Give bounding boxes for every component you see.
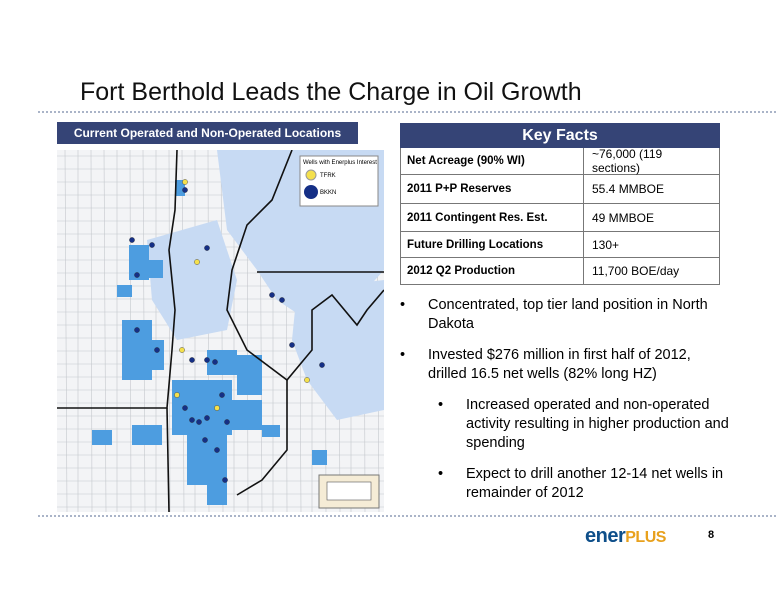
legend-symbol (304, 185, 318, 199)
well (204, 415, 210, 421)
well (289, 342, 295, 348)
table-cell: Future Drilling Locations (401, 232, 584, 257)
well (269, 292, 275, 298)
table-cell: 55.4 MMBOE (592, 182, 665, 196)
well (204, 245, 210, 251)
well (154, 347, 160, 353)
well (214, 405, 220, 411)
well (224, 419, 230, 425)
legend-item: TFRK (320, 173, 336, 179)
well (214, 447, 220, 453)
bullet: • Increased operated and non-operated act… (400, 396, 730, 453)
well (196, 419, 202, 425)
well (189, 417, 195, 423)
key-facts-table: Net Acreage (90% WI) ~76,000 (119 section… (400, 147, 720, 285)
bullet-marker: • (438, 466, 444, 482)
well (219, 392, 225, 398)
well (304, 377, 310, 383)
well (204, 357, 210, 363)
bullet: • Expect to drill another 12-14 net wells… (400, 465, 730, 503)
bullet-list: • Concentrated, top tier land position in… (400, 296, 730, 515)
wells (129, 179, 325, 483)
table-cell: 49 MMBOE (592, 210, 655, 225)
well (212, 359, 218, 365)
well (319, 362, 325, 368)
well (134, 272, 140, 278)
table-cell: ~76,000 (119 sections) (592, 147, 663, 175)
divider (38, 515, 776, 517)
well (182, 405, 188, 411)
well (179, 347, 185, 353)
bullet-text: Concentrated, top tier land position in … (428, 297, 708, 332)
bullet-marker: • (400, 297, 406, 313)
well (134, 327, 140, 333)
inset-state (326, 481, 372, 501)
bullet: • Invested $276 million in first half of … (400, 346, 730, 384)
well (222, 477, 228, 483)
well (189, 357, 195, 363)
grid-line (90, 150, 93, 512)
table-cell: 11,700 BOE/day (592, 264, 680, 278)
map: Wells with Enerplus Interest TFRK BKKN (57, 150, 384, 512)
table-row: Net Acreage (90% WI) ~76,000 (119 section… (400, 147, 720, 175)
table-cell: 2011 Contingent Res. Est. (401, 204, 584, 231)
acreage (92, 180, 327, 505)
well (202, 437, 208, 443)
slide-title: Fort Berthold Leads the Charge in Oil Gr… (80, 78, 582, 106)
well (182, 179, 188, 185)
well (279, 297, 285, 303)
grid-line (64, 150, 68, 512)
bullet-marker: • (400, 347, 406, 363)
divider (38, 111, 776, 113)
logo-text: ener (585, 525, 626, 547)
grid-line (103, 150, 107, 512)
logo: enerPLUS (585, 525, 666, 548)
well (174, 392, 180, 398)
legend-symbol (305, 169, 317, 181)
table-row: 2011 Contingent Res. Est. 49 MMBOE (400, 204, 720, 232)
table-cell: Net Acreage (90% WI) (401, 148, 584, 174)
legend-item: BKKN (320, 190, 336, 196)
well (149, 242, 155, 248)
page-number: 8 (708, 529, 715, 541)
bullet-text: Increased operated and non-operated acti… (466, 397, 729, 451)
legend-title: Wells with Enerplus Interest (303, 160, 377, 166)
bullet: • Concentrated, top tier land position in… (400, 296, 730, 334)
table-row: 2012 Q2 Production 11,700 BOE/day (400, 258, 720, 285)
key-facts-title: Key Facts (400, 123, 720, 148)
table-cell: 130+ (592, 237, 620, 252)
well (182, 187, 188, 193)
table-row: Future Drilling Locations 130+ (400, 232, 720, 258)
grid-line (168, 150, 171, 512)
table-cell: 2011 P+P Reserves (401, 175, 584, 203)
table-row: 2011 P+P Reserves 55.4 MMBOE (400, 175, 720, 204)
table-cell: 2012 Q2 Production (401, 258, 584, 284)
bullet-text: Expect to drill another 12-14 net wells … (466, 466, 724, 501)
map-title: Current Operated and Non-Operated Locati… (57, 122, 358, 144)
well (194, 259, 200, 265)
bullet-marker: • (438, 397, 444, 413)
well (129, 237, 135, 243)
bullet-text: Invested $276 million in first half of 2… (428, 347, 691, 382)
logo-text: PLUS (625, 529, 666, 546)
boundary (57, 150, 384, 512)
